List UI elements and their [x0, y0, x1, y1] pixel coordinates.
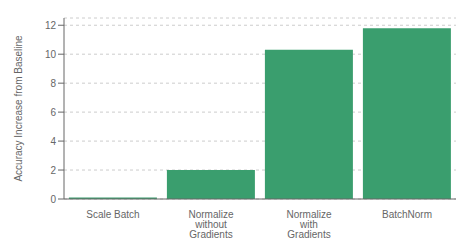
svg-text:4: 4: [50, 136, 56, 147]
svg-text:2: 2: [50, 165, 56, 176]
svg-text:12: 12: [45, 20, 57, 31]
svg-text:6: 6: [50, 107, 56, 118]
svg-text:Scale Batch: Scale Batch: [86, 209, 139, 220]
svg-text:BatchNorm: BatchNorm: [382, 209, 432, 220]
svg-text:8: 8: [50, 78, 56, 89]
svg-text:0: 0: [50, 194, 56, 205]
svg-text:10: 10: [45, 49, 57, 60]
svg-text:NormalizewithoutGradients: NormalizewithoutGradients: [188, 209, 233, 239]
svg-text:NormalizewithGradients: NormalizewithGradients: [286, 209, 331, 239]
svg-text:Accuracy Increase from Baselin: Accuracy Increase from Baseline: [13, 35, 24, 182]
